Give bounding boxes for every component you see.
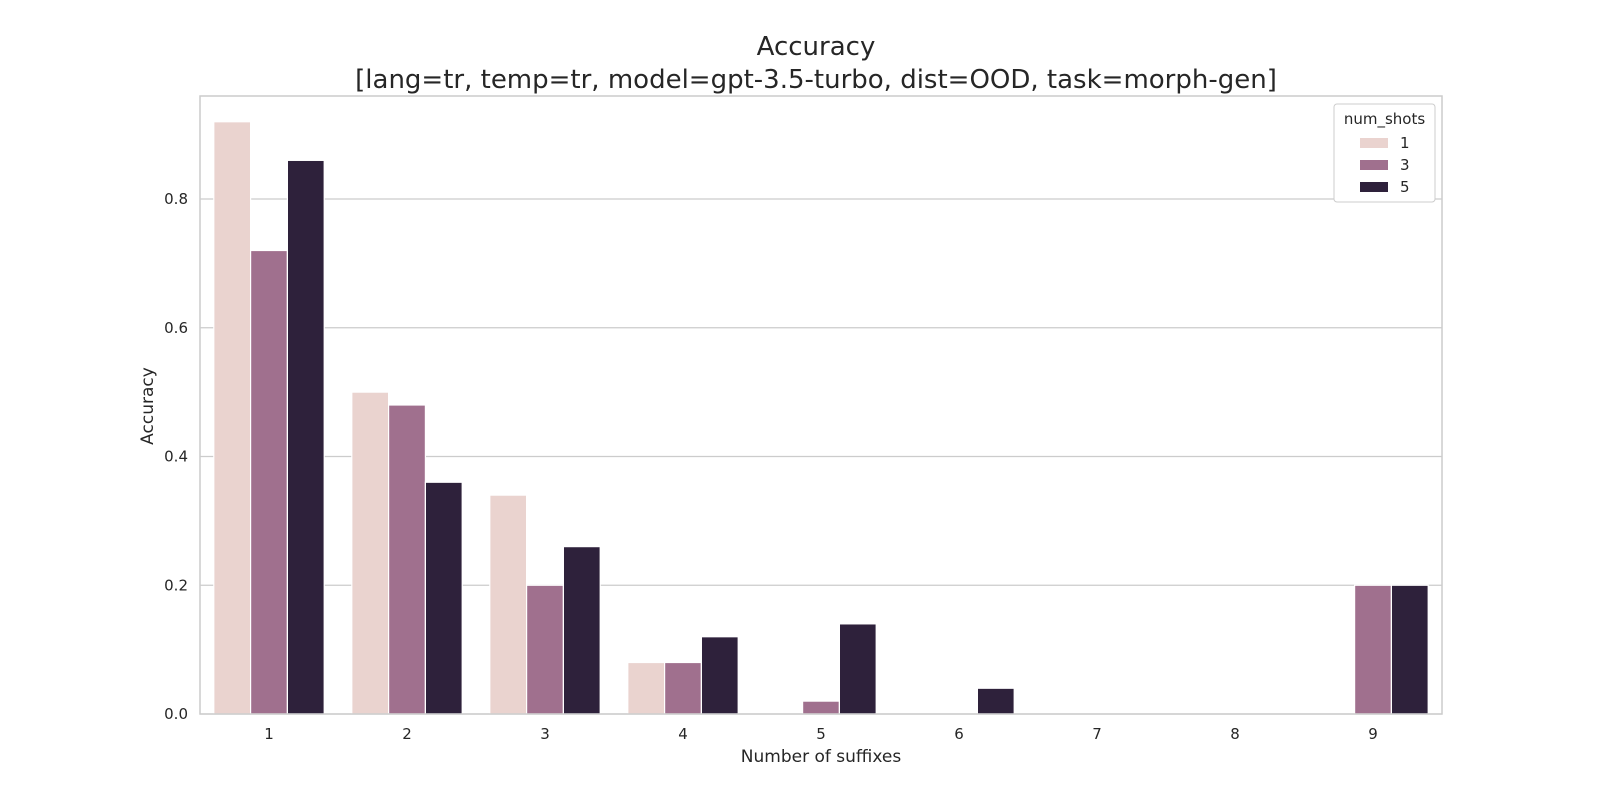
x-tick-label: 3 [540,725,550,743]
y-axis-label: Accuracy [138,367,158,445]
x-tick-labels: 1 2 3 4 5 6 7 8 9 [264,725,1378,743]
bar-series-3-cat-5 [801,700,840,715]
y-tick-label: 0.0 [164,705,188,723]
x-tick-label: 7 [1092,725,1102,743]
x-tick-label: 9 [1368,725,1378,743]
bar-series-3-cat-2 [388,404,427,715]
legend-swatch-1 [1360,138,1388,148]
bar-series-3-cat-9 [1353,584,1392,715]
legend-swatch-3 [1360,160,1388,170]
bar-series-3-cat-3 [525,584,564,715]
x-axis-label: Number of suffixes [741,747,902,767]
bar-series-5-cat-1 [286,159,325,715]
legend-box [1333,103,1436,203]
plot-frame [199,95,1443,715]
chart-subtitle: [lang=tr, temp=tr, model=gpt-3.5-turbo, … [355,65,1277,95]
bar-series-1-cat-3 [489,494,528,715]
legend-title: num_shots [1344,110,1426,129]
legend-label-1: 1 [1400,134,1410,152]
x-tick-label: 4 [678,725,688,743]
y-tick-label: 0.6 [164,319,188,337]
x-tick-label: 6 [954,725,964,743]
bar-series-5-cat-4 [700,636,739,715]
bar-series-5-cat-5 [838,623,877,715]
bar-series-1-cat-2 [351,391,390,715]
x-tick-label: 8 [1230,725,1240,743]
chart-title: Accuracy [757,32,876,62]
legend-label-5: 5 [1400,178,1410,196]
legend: num_shots 1 3 5 [1333,103,1436,203]
bar-series-5-cat-9 [1390,584,1429,715]
x-tick-label: 1 [264,725,274,743]
bar-series-5-cat-3 [562,546,601,715]
bar-series-5-cat-2 [424,481,463,715]
bar-series-3-cat-1 [250,249,289,715]
y-tick-label: 0.8 [164,190,188,208]
y-tick-label: 0.2 [164,576,188,594]
bar-series-5-cat-6 [976,687,1015,715]
legend-swatch-5 [1360,182,1388,192]
y-tick-labels: 0.0 0.2 0.4 0.6 0.8 [164,190,188,723]
bar-series-3-cat-4 [663,661,702,715]
x-tick-label: 5 [816,725,826,743]
bar-series-1-cat-1 [213,121,252,715]
bars [213,121,1429,715]
y-tick-label: 0.4 [164,448,188,466]
x-tick-label: 2 [402,725,412,743]
legend-label-3: 3 [1400,156,1410,174]
bar-series-1-cat-4 [627,661,666,715]
